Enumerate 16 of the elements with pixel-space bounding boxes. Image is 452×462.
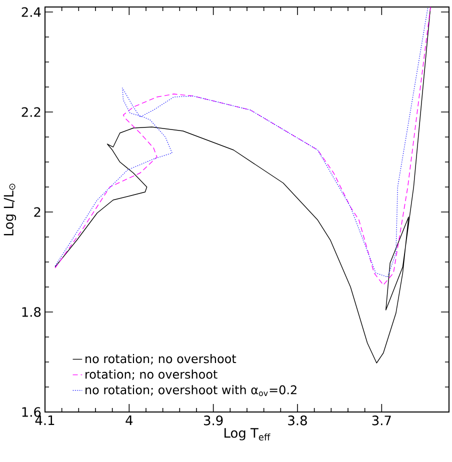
y-tick-label: 1.8 bbox=[22, 307, 41, 317]
x-tick-label: 4 bbox=[126, 416, 133, 425]
x-tick-label: 3.9 bbox=[204, 416, 223, 426]
line-series bbox=[54, 7, 431, 364]
x-tick-label: 4.1 bbox=[35, 416, 54, 425]
y-tick-label: 2 bbox=[34, 207, 40, 217]
legend-label: no rotation; no overshoot bbox=[86, 354, 236, 364]
legend-label: rotation; no overshoot bbox=[86, 370, 218, 380]
x-tick-label: 3.7 bbox=[372, 416, 391, 426]
legend-label: no rotation; overshoot with α$_{ov}$=0.2 bbox=[86, 385, 296, 396]
y-tick-label: 2.2 bbox=[22, 107, 40, 117]
x-axis-title: Log T$_{eff}$ bbox=[224, 428, 270, 441]
y-tick-label: 2.4 bbox=[22, 7, 41, 17]
y-tick-label: 1.6 bbox=[22, 407, 41, 417]
x-tick-label: 3.8 bbox=[288, 416, 307, 426]
y-axis-title: Log L/L$_{⊙}$ bbox=[4, 184, 16, 236]
